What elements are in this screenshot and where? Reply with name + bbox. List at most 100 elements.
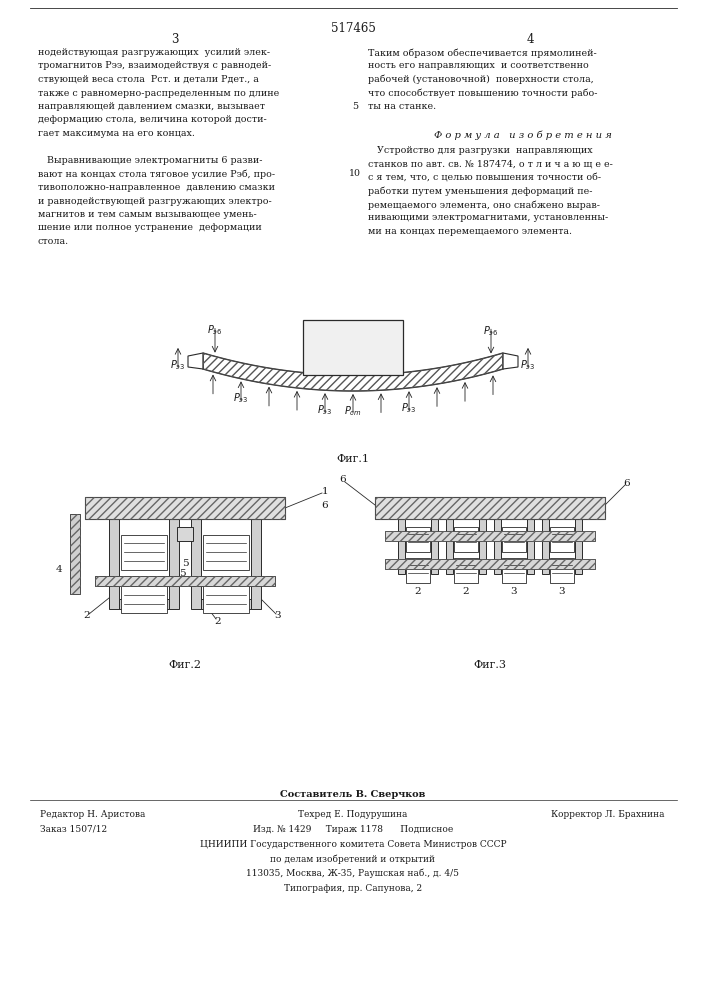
Text: направляющей давлением смазки, вызывает: направляющей давлением смазки, вызывает bbox=[38, 102, 265, 111]
Bar bbox=[121, 578, 167, 613]
Text: 6: 6 bbox=[339, 476, 346, 485]
Text: магнитов и тем самым вызывающее умень-: магнитов и тем самым вызывающее умень- bbox=[38, 210, 257, 219]
Text: 2: 2 bbox=[215, 617, 221, 626]
Bar bbox=[85, 497, 285, 519]
Bar bbox=[479, 519, 486, 574]
Polygon shape bbox=[503, 353, 518, 369]
Text: ты на станке.: ты на станке. bbox=[368, 102, 436, 111]
Bar bbox=[542, 519, 549, 574]
Text: 3: 3 bbox=[171, 33, 179, 46]
Bar bbox=[527, 519, 534, 574]
Text: $\mathit{P_{э3}}$: $\mathit{P_{э3}}$ bbox=[170, 358, 186, 372]
Text: также с равномерно-распределенным по длине: также с равномерно-распределенным по дли… bbox=[38, 89, 279, 98]
Text: что способствует повышению точности рабо-: что способствует повышению точности рабо… bbox=[368, 89, 597, 98]
Bar bbox=[406, 527, 430, 552]
Text: $\mathit{P_{э3}}$: $\mathit{P_{э3}}$ bbox=[233, 392, 249, 405]
Text: 517465: 517465 bbox=[331, 22, 375, 35]
Bar bbox=[375, 497, 605, 519]
Text: $\mathit{P_{э6}}$: $\mathit{P_{э6}}$ bbox=[484, 324, 498, 338]
Text: $\mathit{P_{э3}}$: $\mathit{P_{э3}}$ bbox=[317, 403, 333, 417]
Text: 5: 5 bbox=[180, 570, 186, 578]
Text: гает максимума на его концах.: гает максимума на его концах. bbox=[38, 129, 195, 138]
Bar bbox=[502, 527, 526, 552]
Text: 113035, Москва, Ж-35, Раушская наб., д. 4/5: 113035, Москва, Ж-35, Раушская наб., д. … bbox=[247, 868, 460, 878]
Text: тивоположно-направленное  давлению смазки: тивоположно-направленное давлению смазки bbox=[38, 183, 275, 192]
Text: $\mathit{P_{э3}}$: $\mathit{P_{э3}}$ bbox=[402, 401, 416, 415]
Text: 3: 3 bbox=[510, 587, 518, 596]
Text: по делам изобретений и открытий: по делам изобретений и открытий bbox=[271, 854, 436, 863]
Text: 2: 2 bbox=[415, 587, 421, 596]
Bar bbox=[70, 514, 80, 594]
Bar bbox=[251, 519, 261, 609]
Text: Техред Е. Подурушина: Техред Е. Подурушина bbox=[298, 810, 408, 819]
Bar bbox=[550, 558, 574, 583]
Bar bbox=[70, 514, 80, 594]
Text: с я тем, что, с целью повышения точности об-: с я тем, что, с целью повышения точности… bbox=[368, 173, 601, 182]
Polygon shape bbox=[203, 353, 503, 391]
Text: 10: 10 bbox=[349, 169, 361, 178]
Text: $\mathit{P_{дет}}$: $\mathit{P_{дет}}$ bbox=[358, 331, 379, 345]
Text: и равнодействующей разгружающих электро-: и равнодействующей разгружающих электро- bbox=[38, 196, 271, 206]
Text: 4: 4 bbox=[55, 566, 62, 574]
Bar bbox=[177, 527, 193, 541]
Text: 6: 6 bbox=[322, 500, 328, 510]
Text: стола.: стола. bbox=[38, 237, 69, 246]
Text: Редактор Н. Аристова: Редактор Н. Аристова bbox=[40, 810, 146, 819]
Text: ЦНИИПИ Государственного комитета Совета Министров СССР: ЦНИИПИ Государственного комитета Совета … bbox=[199, 840, 506, 849]
Text: работки путем уменьшения деформаций пе-: работки путем уменьшения деформаций пе- bbox=[368, 186, 592, 196]
Text: $\mathit{P_{э3}}$: $\mathit{P_{э3}}$ bbox=[520, 358, 536, 372]
Bar bbox=[454, 558, 478, 583]
Text: тромагнитов Рээ, взаимодействуя с равнодей-: тромагнитов Рээ, взаимодействуя с равнод… bbox=[38, 62, 271, 70]
Bar bbox=[375, 497, 605, 519]
Bar bbox=[201, 599, 251, 609]
Text: Фиг.2: Фиг.2 bbox=[168, 660, 201, 670]
Bar bbox=[575, 519, 582, 574]
Text: нивающими электромагнитами, установленны-: нивающими электромагнитами, установленны… bbox=[368, 214, 608, 223]
Text: $\mathit{P_{э6}}$: $\mathit{P_{э6}}$ bbox=[207, 324, 223, 337]
Bar bbox=[119, 599, 169, 609]
Bar bbox=[95, 576, 275, 586]
Text: нодействующая разгружающих  усилий элек-: нодействующая разгружающих усилий элек- bbox=[38, 48, 270, 57]
Bar bbox=[203, 535, 249, 570]
Bar bbox=[385, 531, 595, 541]
Text: 3: 3 bbox=[559, 587, 566, 596]
Text: 1: 1 bbox=[322, 487, 328, 495]
Text: ми на концах перемещаемого элемента.: ми на концах перемещаемого элемента. bbox=[368, 227, 572, 236]
Bar bbox=[550, 527, 574, 552]
Text: ремещаемого элемента, оно снабжено вырав-: ремещаемого элемента, оно снабжено вырав… bbox=[368, 200, 600, 210]
Bar bbox=[169, 519, 179, 609]
Bar bbox=[454, 527, 478, 552]
Bar bbox=[95, 576, 275, 586]
Text: Составитель В. Сверчков: Составитель В. Сверчков bbox=[280, 790, 426, 799]
Text: Корректор Л. Брахнина: Корректор Л. Брахнина bbox=[551, 810, 665, 819]
Bar bbox=[385, 559, 595, 569]
Text: Ф о р м у л а   и з о б р е т е н и я: Ф о р м у л а и з о б р е т е н и я bbox=[434, 131, 612, 140]
Bar bbox=[398, 519, 405, 574]
Text: 4: 4 bbox=[526, 33, 534, 46]
Bar bbox=[385, 559, 595, 569]
Text: Изд. № 1429     Тираж 1178      Подписное: Изд. № 1429 Тираж 1178 Подписное bbox=[253, 825, 453, 834]
Bar bbox=[303, 320, 403, 375]
Text: станков по авт. св. № 187474, о т л и ч а ю щ е е-: станков по авт. св. № 187474, о т л и ч … bbox=[368, 159, 613, 168]
Text: 5: 5 bbox=[352, 102, 358, 111]
Text: Устройство для разгрузки  направляющих: Устройство для разгрузки направляющих bbox=[368, 146, 592, 155]
Bar bbox=[109, 519, 119, 609]
Text: шение или полное устранение  деформации: шение или полное устранение деформации bbox=[38, 224, 262, 232]
Bar bbox=[385, 531, 595, 541]
Text: Фиг.3: Фиг.3 bbox=[474, 660, 506, 670]
Text: 2: 2 bbox=[83, 611, 90, 620]
Text: ствующей веса стола  Рст. и детали Рдет., а: ствующей веса стола Рст. и детали Рдет.,… bbox=[38, 75, 259, 84]
Bar bbox=[431, 519, 438, 574]
Bar bbox=[494, 519, 501, 574]
Text: вают на концах стола тяговое усилие Рэб, про-: вают на концах стола тяговое усилие Рэб,… bbox=[38, 169, 275, 179]
Text: 3: 3 bbox=[275, 611, 281, 620]
Bar bbox=[406, 558, 430, 583]
Text: 5: 5 bbox=[182, 560, 189, 568]
Text: деформацию стола, величина которой дости-: деформацию стола, величина которой дости… bbox=[38, 115, 267, 124]
Text: $\mathit{P_{cm}}$: $\mathit{P_{cm}}$ bbox=[344, 404, 362, 418]
Bar bbox=[502, 558, 526, 583]
Bar bbox=[203, 578, 249, 613]
Text: Заказ 1507/12: Заказ 1507/12 bbox=[40, 825, 107, 834]
Text: Таким образом обеспечивается прямолиней-: Таким образом обеспечивается прямолиней- bbox=[368, 48, 597, 57]
Text: ность его направляющих  и соответственно: ность его направляющих и соответственно bbox=[368, 62, 589, 70]
